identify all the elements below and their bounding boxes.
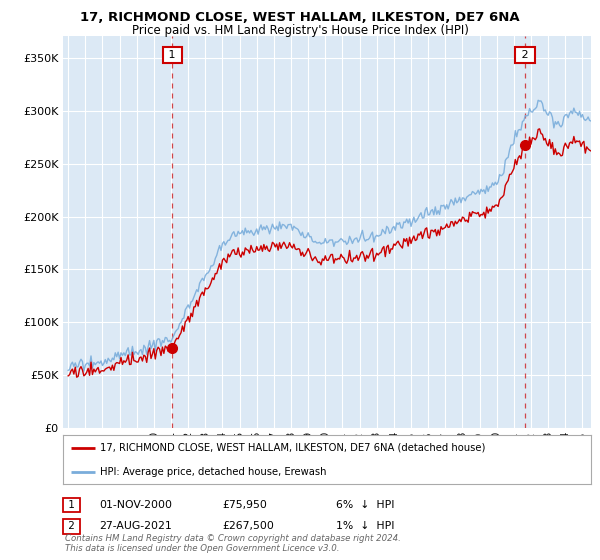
Text: 17, RICHMOND CLOSE, WEST HALLAM, ILKESTON, DE7 6NA: 17, RICHMOND CLOSE, WEST HALLAM, ILKESTO… — [80, 11, 520, 24]
Text: 6%  ↓  HPI: 6% ↓ HPI — [336, 500, 395, 510]
Text: Contains HM Land Registry data © Crown copyright and database right 2024.
This d: Contains HM Land Registry data © Crown c… — [65, 534, 401, 553]
Text: HPI: Average price, detached house, Erewash: HPI: Average price, detached house, Erew… — [100, 466, 326, 477]
Text: 17, RICHMOND CLOSE, WEST HALLAM, ILKESTON, DE7 6NA (detached house): 17, RICHMOND CLOSE, WEST HALLAM, ILKESTO… — [100, 443, 485, 453]
Text: 1: 1 — [166, 50, 179, 60]
Text: 2: 2 — [518, 50, 532, 60]
Text: £75,950: £75,950 — [222, 500, 267, 510]
Text: Price paid vs. HM Land Registry's House Price Index (HPI): Price paid vs. HM Land Registry's House … — [131, 24, 469, 36]
Text: 1: 1 — [65, 500, 78, 510]
Text: 1%  ↓  HPI: 1% ↓ HPI — [336, 521, 395, 531]
Text: 01-NOV-2000: 01-NOV-2000 — [99, 500, 172, 510]
Text: £267,500: £267,500 — [222, 521, 274, 531]
Text: 2: 2 — [65, 521, 78, 531]
Text: 27-AUG-2021: 27-AUG-2021 — [99, 521, 172, 531]
